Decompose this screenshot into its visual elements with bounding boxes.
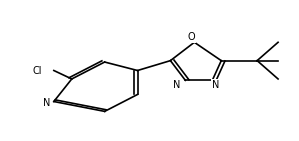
Text: Cl: Cl: [33, 66, 42, 75]
Text: N: N: [173, 80, 180, 90]
Text: N: N: [212, 80, 219, 90]
Text: N: N: [43, 98, 50, 108]
Text: O: O: [187, 32, 195, 42]
